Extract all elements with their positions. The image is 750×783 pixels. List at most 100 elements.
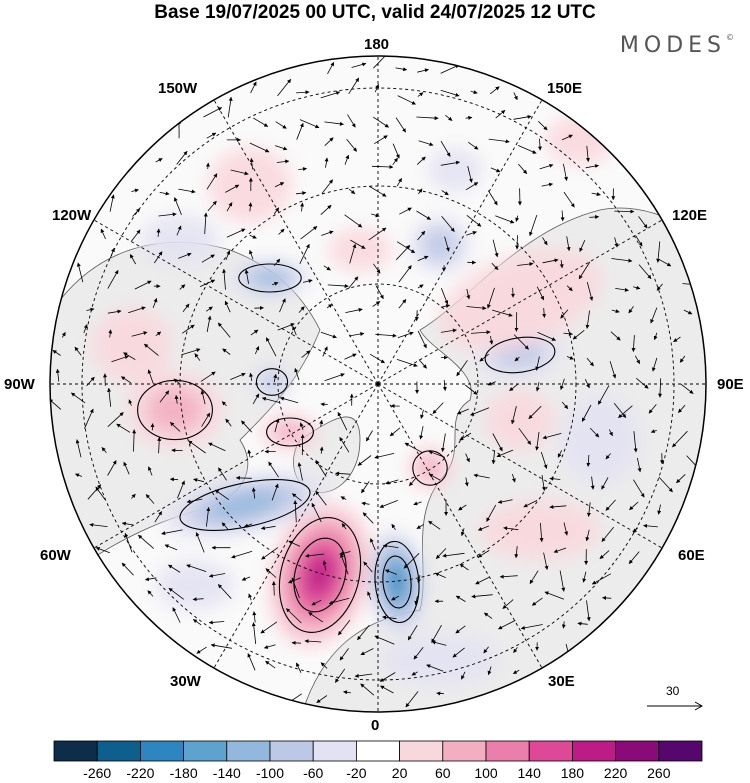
wind-vector	[316, 695, 328, 704]
colorbar-swatch	[53, 740, 98, 762]
wind-vector	[465, 115, 473, 120]
wind-vector	[311, 502, 322, 523]
wind-vector	[440, 89, 460, 97]
wind-vector	[483, 646, 489, 654]
wind-vector	[357, 624, 370, 641]
wind-vector	[299, 119, 320, 129]
wind-vector	[499, 574, 518, 579]
wind-vector	[244, 523, 253, 528]
wind-vector	[542, 258, 559, 264]
wind-vector	[227, 96, 233, 118]
wind-vector	[581, 404, 592, 422]
wind-vector	[134, 280, 152, 290]
reference-vector-arrow	[647, 701, 704, 711]
anomaly-shading	[155, 560, 235, 610]
wind-vector	[109, 194, 115, 212]
wind-vector	[252, 393, 260, 405]
wind-vector	[164, 544, 178, 551]
wind-vector	[360, 683, 375, 696]
wind-vector	[181, 348, 201, 356]
wind-vector	[107, 412, 124, 427]
wind-vector	[340, 553, 349, 575]
wind-vector	[543, 552, 549, 570]
wind-vector	[208, 573, 226, 578]
wind-vector	[153, 251, 163, 264]
wind-vector	[308, 612, 324, 623]
wind-vector	[636, 377, 649, 389]
wind-vector	[566, 355, 574, 360]
wind-vector	[328, 597, 350, 605]
wind-vector	[363, 561, 373, 573]
wind-vector	[159, 390, 170, 403]
wind-vector	[405, 691, 419, 708]
wind-vector	[179, 284, 186, 290]
wind-vector	[542, 307, 547, 318]
wind-vector	[614, 209, 635, 214]
wind-vector	[495, 215, 515, 224]
wind-vector	[586, 357, 594, 367]
wind-vector	[477, 525, 490, 531]
wind-vector	[75, 439, 82, 458]
wind-vector	[458, 504, 467, 511]
wind-vector	[300, 202, 305, 212]
wind-vector	[224, 300, 231, 313]
wind-vector	[293, 500, 298, 523]
wind-vector	[176, 150, 188, 165]
wind-vector	[174, 395, 179, 404]
wind-vector	[597, 385, 610, 405]
wind-vector	[417, 330, 427, 349]
wind-vector	[297, 462, 303, 481]
wind-vector	[177, 480, 185, 499]
wind-vector	[277, 323, 295, 331]
wind-vector	[248, 202, 253, 212]
anomaly-contour	[266, 417, 314, 447]
wind-vector	[391, 523, 396, 531]
wind-vector	[107, 269, 119, 289]
wind-vector	[107, 309, 122, 314]
wind-vector	[277, 78, 292, 97]
wind-vector	[584, 379, 590, 389]
wind-vector	[417, 68, 429, 73]
wind-vector	[585, 145, 590, 162]
wind-vector	[324, 373, 345, 382]
wind-vector	[520, 624, 543, 630]
wind-vector	[279, 396, 299, 404]
wind-vector	[225, 418, 232, 427]
wind-vector	[319, 446, 324, 454]
lon-label-0: 0	[371, 717, 380, 734]
wind-vector	[535, 382, 540, 392]
wind-vector	[374, 635, 395, 645]
wind-vector	[241, 420, 253, 433]
wind-vector	[324, 137, 334, 146]
wind-vector	[514, 356, 520, 362]
wind-vector	[201, 412, 211, 427]
wind-vector	[608, 429, 613, 437]
colorbar-swatch	[355, 740, 400, 762]
anomaly-contour	[382, 555, 412, 609]
wind-vector	[466, 306, 487, 311]
wind-vector	[161, 529, 183, 536]
wind-vector	[398, 299, 407, 309]
wind-vector	[611, 258, 633, 263]
wind-vector	[194, 353, 201, 361]
wind-vector	[473, 473, 490, 479]
wind-vector	[370, 538, 376, 551]
wind-vector	[192, 619, 202, 626]
wind-vector	[392, 143, 400, 159]
wind-vector	[589, 427, 600, 438]
wind-vector	[440, 328, 457, 333]
wind-vector	[398, 265, 412, 283]
wind-vector	[470, 90, 478, 95]
wind-vector	[235, 475, 252, 480]
wind-vector	[360, 648, 374, 656]
wind-vector	[173, 197, 182, 215]
wind-vector	[497, 499, 513, 504]
wind-vector	[628, 306, 634, 314]
wind-vector	[631, 335, 636, 352]
wind-vector	[659, 259, 672, 267]
wind-vector	[296, 662, 302, 673]
wind-vector	[344, 353, 357, 360]
anomaly-contour	[278, 517, 362, 633]
wind-vector	[633, 479, 645, 498]
wind-vector	[560, 210, 565, 222]
